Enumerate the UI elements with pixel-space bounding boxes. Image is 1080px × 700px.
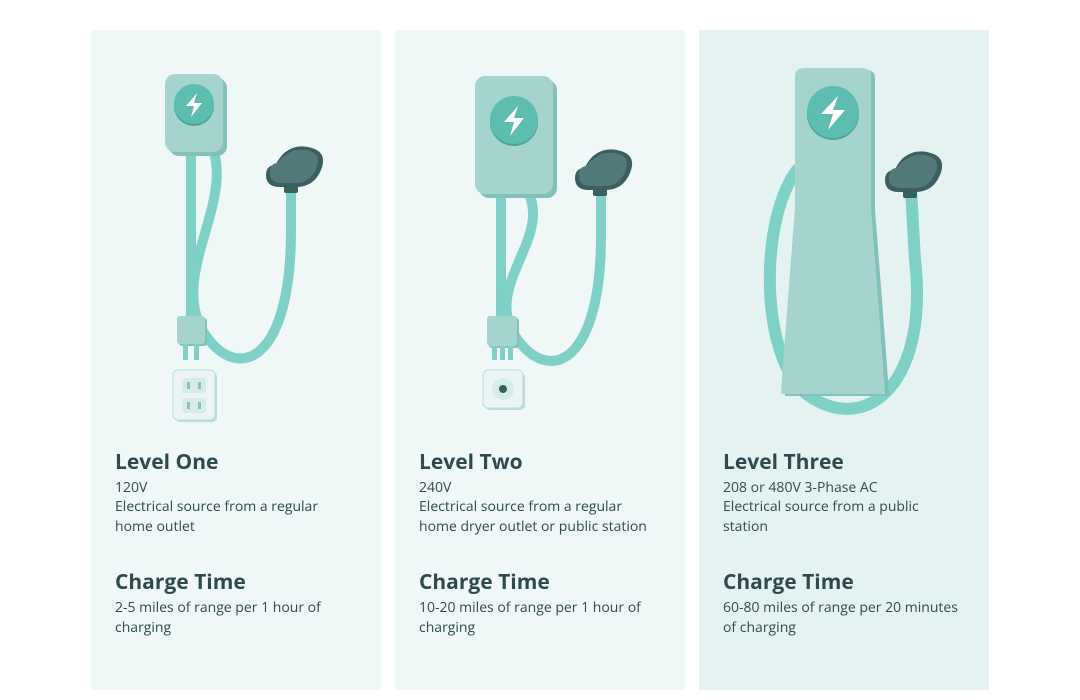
source-desc: Electrical source from a regular home ou… [115, 497, 357, 538]
texts-level-two: Level Two 240V Electrical source from a … [419, 448, 661, 638]
charger-level-two-icon [435, 60, 645, 430]
voltage: 240V [419, 478, 661, 497]
level-title: Level Three [723, 448, 965, 476]
charge-desc: 2-5 miles of range per 1 hour of chargin… [115, 598, 357, 639]
illustration-level-two [419, 60, 661, 440]
level-title: Level Two [419, 448, 661, 476]
illustration-level-one [115, 60, 357, 440]
card-level-one: Level One 120V Electrical source from a … [91, 30, 381, 690]
charge-title: Charge Time [115, 568, 357, 596]
illustration-level-three [723, 60, 965, 440]
charge-title: Charge Time [419, 568, 661, 596]
texts-level-three: Level Three 208 or 480V 3-Phase AC Elect… [723, 448, 965, 638]
card-level-two: Level Two 240V Electrical source from a … [395, 30, 685, 690]
texts-level-one: Level One 120V Electrical source from a … [115, 448, 357, 638]
level-title: Level One [115, 448, 357, 476]
source-desc: Electrical source from a regular home dr… [419, 497, 661, 538]
voltage: 120V [115, 478, 357, 497]
charger-level-one-icon [131, 60, 341, 430]
charge-desc: 60-80 miles of range per 20 minutes of c… [723, 598, 965, 639]
card-level-three: Level Three 208 or 480V 3-Phase AC Elect… [699, 30, 989, 690]
voltage: 208 or 480V 3-Phase AC [723, 478, 965, 497]
charge-desc: 10-20 miles of range per 1 hour of charg… [419, 598, 661, 639]
charger-level-three-icon [739, 60, 949, 430]
source-desc: Electrical source from a public station [723, 497, 965, 538]
charging-levels-row: Level One 120V Electrical source from a … [91, 30, 989, 690]
charge-title: Charge Time [723, 568, 965, 596]
